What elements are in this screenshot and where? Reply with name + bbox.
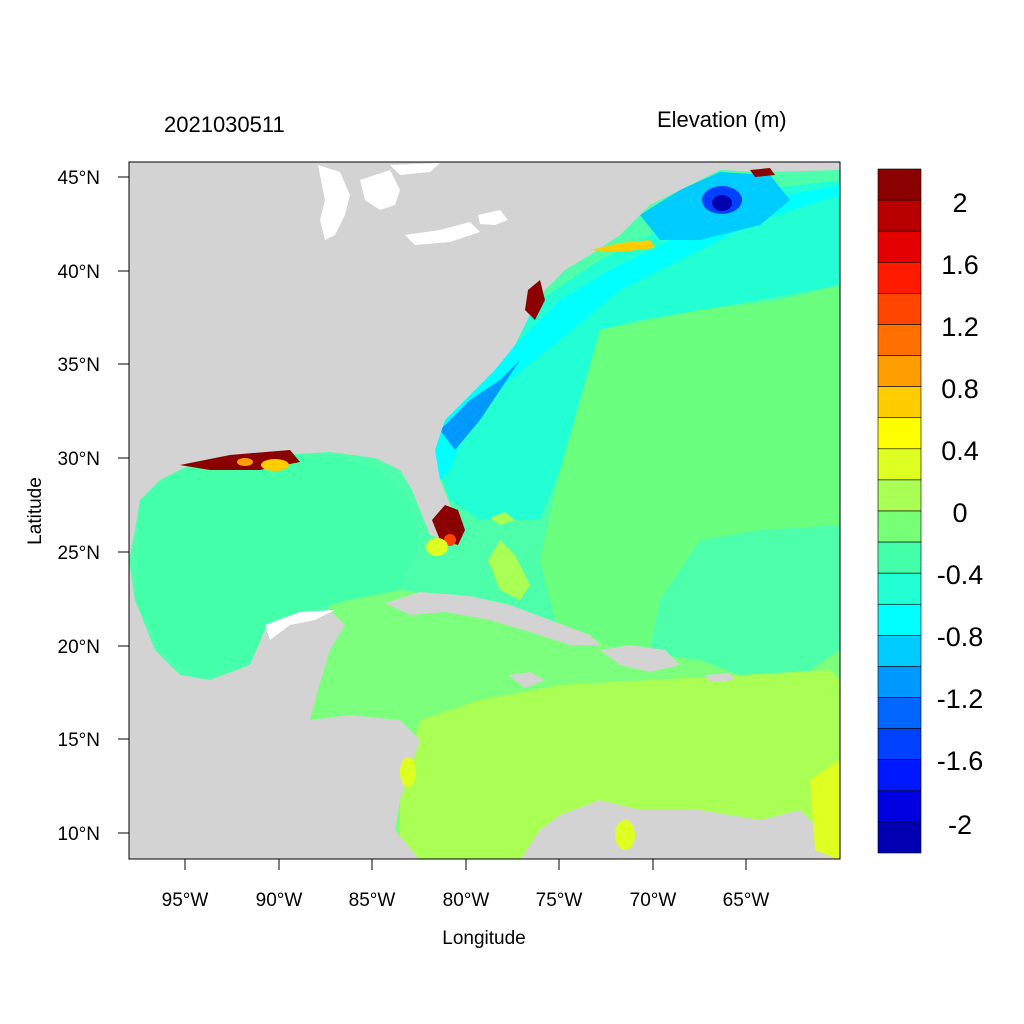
colorbar-swatch [877, 168, 922, 201]
colorbar-swatch [877, 790, 922, 823]
colorbar-swatch [877, 386, 922, 419]
y-tick-label: 30°N [58, 449, 100, 470]
cuba-land [385, 592, 600, 645]
puerto-rico-land [705, 673, 735, 682]
colorbar-swatch [877, 572, 922, 605]
colorbar-swatch [877, 324, 922, 356]
gulf-of-mexico-water [135, 455, 420, 680]
map-frame [128, 161, 841, 860]
atlantic-greener-region [540, 285, 840, 660]
y-axis [118, 176, 129, 834]
y-tick-label: 45°N [58, 168, 100, 189]
x-tick-label: 75°W [536, 890, 583, 911]
y-tick-label: 25°N [58, 543, 100, 564]
x-axis [184, 859, 747, 870]
colorbar-swatch [877, 199, 922, 232]
bahamas-banks-2 [490, 512, 515, 525]
x-tick-label: 70°W [630, 890, 677, 911]
colorbar-swatch [877, 666, 922, 698]
north-america-land [129, 162, 840, 560]
colorbar-label: 2 [952, 188, 967, 218]
hispaniola-land [600, 645, 680, 672]
colorbar-label: 0 [952, 498, 967, 528]
colorbar-swatch [877, 293, 922, 325]
colorbar-label: -0.8 [937, 622, 984, 652]
colorbar [877, 168, 922, 854]
louisiana-coast-surge [180, 450, 300, 471]
colorbar-swatch [877, 697, 922, 729]
colorbar-swatch [877, 821, 922, 854]
y-axis-label: Latitude [25, 477, 46, 545]
variable-title: Elevation (m) [657, 107, 787, 132]
map-plot-area [129, 162, 840, 859]
x-tick-label: 90°W [256, 890, 303, 911]
florida-bay-yellow [426, 538, 448, 556]
maracaibo-yellow [615, 820, 635, 850]
x-tick-label: 85°W [349, 890, 396, 911]
colorbar-swatch [877, 230, 922, 263]
colorbar-swatch [877, 417, 922, 450]
colorbar-label: -1.2 [937, 684, 984, 714]
florida-surge-red [432, 505, 465, 545]
y-tick-label: 15°N [58, 730, 100, 751]
x-tick-label: 65°W [723, 890, 770, 911]
y-tick-labels: 45°N 40°N 35°N 30°N 25°N 20°N 15°N 10°N [58, 168, 100, 845]
y-tick-label: 35°N [58, 355, 100, 376]
colorbar-label: -2 [948, 810, 972, 840]
chesapeake-coast-surge [525, 280, 545, 320]
y-tick-label: 10°N [58, 824, 100, 845]
colorbar-label: -0.4 [937, 560, 984, 590]
nova-scotia-tip [750, 168, 775, 177]
colorbar-swatch [877, 261, 922, 294]
mexico-central-america-land [129, 560, 420, 859]
venezuela-yellow [810, 760, 840, 859]
florida-surge-spot [444, 534, 456, 546]
x-axis-label: Longitude [442, 928, 525, 949]
colorbar-swatch [877, 759, 922, 792]
colorbar-swatch [877, 728, 922, 761]
timestamp-title: 2021030511 [164, 112, 285, 137]
colorbar-swatch [877, 448, 922, 481]
x-tick-label: 80°W [443, 890, 490, 911]
colorbar-swatch [877, 635, 922, 667]
coastal-deep-blue [440, 360, 520, 450]
colorbar-label: 0.8 [941, 374, 979, 404]
colorbar-swatch [877, 355, 922, 387]
south-america-land [520, 800, 840, 859]
colorbar-label: 0.4 [941, 436, 979, 466]
x-tick-label: 95°W [162, 890, 209, 911]
bay-of-fundy-core [712, 195, 732, 211]
colorbar-label: 1.6 [941, 250, 979, 280]
x-tick-labels: 95°W 90°W 85°W 80°W 75°W 70°W 65°W [162, 890, 770, 911]
colorbar-label: 1.2 [941, 312, 979, 342]
colorbar-swatch [877, 510, 922, 543]
yucatan-coast-white [265, 610, 335, 640]
gulf-honduras-yellow [400, 757, 416, 787]
colorbar-swatch [877, 541, 922, 574]
coastal-cyan-shelf [420, 180, 840, 520]
y-tick-label: 20°N [58, 637, 100, 658]
great-lakes [318, 163, 508, 245]
colorbar-label: -1.6 [937, 746, 984, 776]
colorbar-labels: 2 1.6 1.2 0.8 0.4 0 -0.4 -0.8 -1.2 -1.6 … [937, 188, 984, 840]
south-caribbean-yellowgreen [400, 670, 840, 859]
y-tick-label: 40°N [58, 262, 100, 283]
long-island-sound [590, 240, 655, 252]
colorbar-swatch [877, 479, 922, 512]
colorbar-swatch [877, 603, 922, 636]
jamaica-land [508, 672, 545, 688]
bahamas-banks [488, 540, 530, 600]
